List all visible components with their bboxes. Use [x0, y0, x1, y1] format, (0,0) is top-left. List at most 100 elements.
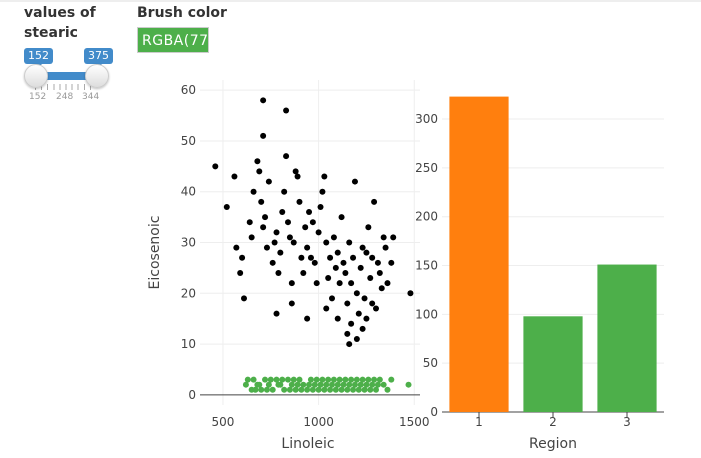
- scatter-point: [290, 376, 297, 383]
- scatter-point: [296, 376, 303, 383]
- scatter-point: [273, 310, 280, 317]
- scatter-point: [350, 386, 357, 393]
- scatter-point: [380, 381, 387, 388]
- slider-high-handle[interactable]: [85, 64, 109, 88]
- scatter-point: [353, 376, 360, 383]
- bar: [523, 316, 583, 412]
- scatter-point: [258, 198, 265, 205]
- scatter-point: [286, 386, 293, 393]
- scatter-point: [250, 188, 257, 195]
- scatter-point: [267, 376, 274, 383]
- scatter-point: [288, 280, 295, 287]
- y-tick-label: 100: [415, 307, 438, 321]
- scatter-point: [342, 376, 349, 383]
- x-tick-label: 1500: [399, 415, 430, 429]
- scatter-point: [244, 376, 251, 383]
- scatter-point: [288, 381, 295, 388]
- scatter-point: [298, 386, 305, 393]
- scatter-point: [340, 259, 347, 266]
- scatter-point: [371, 198, 378, 205]
- y-tick-label: 200: [415, 210, 438, 224]
- scatter-point: [384, 280, 391, 287]
- scatter-point: [273, 229, 280, 236]
- scatter-point: [353, 335, 360, 342]
- scatter-point: [359, 376, 366, 383]
- scatter-point: [294, 381, 301, 388]
- scatter-point: [256, 381, 263, 388]
- slider-grid: [35, 84, 96, 90]
- scatter-plot[interactable]: 500 1000 1500 0 10 20 30 40 50 60 Linoleic Eicoseno…: [147, 80, 430, 452]
- scatter-point: [361, 295, 368, 302]
- scatter-point: [311, 259, 318, 266]
- scatter-point: [344, 330, 351, 337]
- scatter-point: [271, 239, 278, 246]
- scatter-point: [311, 381, 318, 388]
- slider-tick-label: 344: [82, 92, 100, 102]
- bar-chart[interactable]: 0 50 100 150 200 250 300 1 2 3 Region: [415, 96, 664, 452]
- scatter-point: [317, 203, 324, 210]
- scatter-point: [334, 381, 341, 388]
- scatter-point: [309, 219, 316, 226]
- scatter-point: [277, 249, 284, 256]
- bar: [597, 264, 657, 412]
- y-tick-label: 60: [181, 83, 196, 97]
- scatter-point: [355, 386, 362, 393]
- scatter-point: [269, 386, 276, 393]
- scatter-point: [252, 386, 259, 393]
- scatter-point: [351, 381, 358, 388]
- slider-low-handle[interactable]: [24, 64, 48, 88]
- y-tick-label: 0: [430, 405, 438, 419]
- scatter-point: [363, 249, 370, 256]
- brush-color-label: Brush color: [137, 5, 227, 21]
- scatter-point: [304, 315, 311, 322]
- y-tick-label: 50: [181, 134, 196, 148]
- brush-color-input[interactable]: RGBA(77,: [137, 27, 209, 53]
- scatter-point: [248, 234, 255, 241]
- y-tick-label: 40: [181, 185, 196, 199]
- y-axis-title: Eicosenoic: [147, 216, 163, 290]
- scatter-point: [263, 386, 270, 393]
- scatter-point: [371, 376, 378, 383]
- scatter-point: [304, 386, 311, 393]
- scatter-point: [260, 132, 267, 139]
- scatter-point: [281, 386, 288, 393]
- scatter-point: [363, 315, 370, 322]
- scatter-point: [313, 376, 320, 383]
- x-tick-label: 1: [475, 415, 483, 429]
- scatter-point: [319, 188, 326, 195]
- scatter-point: [374, 381, 381, 388]
- scatter-point: [390, 234, 397, 241]
- scatter-point: [367, 386, 374, 393]
- scatter-point: [382, 244, 389, 251]
- scatter-point: [273, 376, 280, 383]
- y-tick-label: 50: [423, 356, 438, 370]
- scatter-point: [239, 254, 246, 261]
- scatter-point: [346, 239, 353, 246]
- scatter-point: [292, 386, 299, 393]
- scatter-point: [348, 320, 355, 327]
- scatter-point: [355, 310, 362, 317]
- scatter-point: [346, 341, 353, 348]
- scatter-point: [292, 168, 299, 175]
- slider-label: values of stearic: [24, 5, 96, 41]
- scatter-point: [376, 376, 383, 383]
- scatter-point: [241, 295, 247, 302]
- scatter-point: [334, 249, 341, 256]
- scatter-point: [321, 386, 328, 393]
- scatter-point: [231, 173, 238, 180]
- y-tick-label: 0: [188, 388, 196, 402]
- scatter-point: [263, 244, 270, 251]
- scatter-point: [338, 386, 345, 393]
- slider-selected-range[interactable]: [35, 72, 96, 80]
- scatter-point: [258, 386, 265, 393]
- scatter-point: [313, 280, 320, 287]
- x-axis-title: Region: [529, 436, 577, 452]
- scatter-point: [275, 269, 282, 276]
- scatter-point: [357, 381, 364, 388]
- scatter-point: [237, 269, 244, 276]
- scatter-point: [260, 224, 267, 231]
- scatter-point: [336, 280, 343, 287]
- bar: [449, 96, 509, 412]
- scatter-point: [330, 376, 337, 383]
